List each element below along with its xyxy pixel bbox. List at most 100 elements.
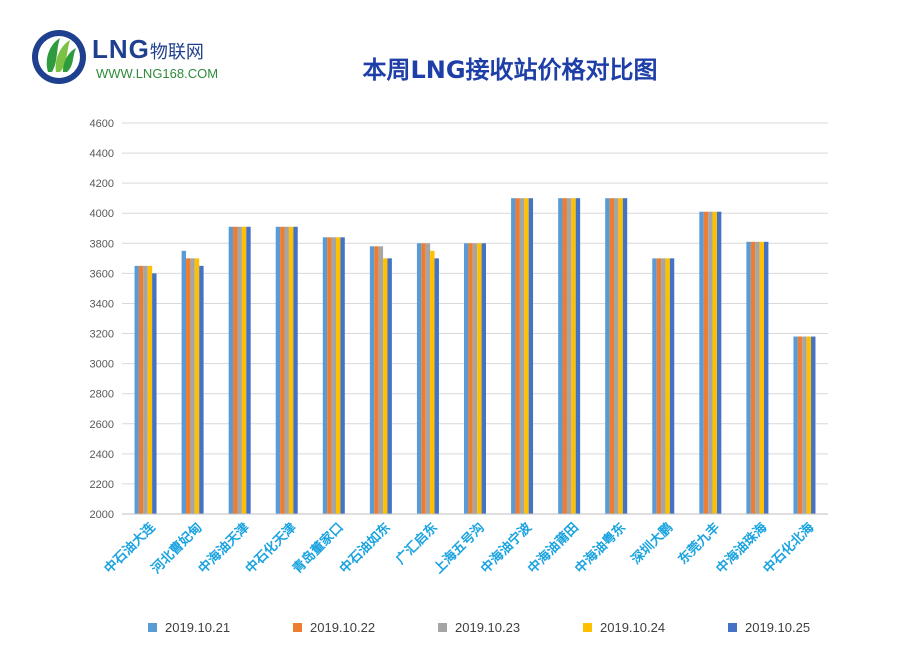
bar bbox=[802, 336, 807, 514]
bar bbox=[656, 258, 662, 514]
bar bbox=[528, 198, 534, 514]
bar bbox=[716, 211, 722, 514]
bar bbox=[186, 258, 191, 514]
bar bbox=[416, 243, 422, 515]
legend-item: 2019.10.22 bbox=[293, 620, 375, 635]
logo-brand-text: LNG bbox=[92, 34, 150, 64]
x-category-label: 中海油粤东 bbox=[572, 520, 629, 577]
bar bbox=[147, 265, 153, 514]
legend-swatch bbox=[583, 623, 592, 632]
bar bbox=[481, 243, 486, 515]
bar bbox=[430, 250, 435, 515]
bar bbox=[562, 198, 567, 514]
legend-item: 2019.10.25 bbox=[728, 620, 810, 635]
bar bbox=[194, 258, 200, 514]
bar bbox=[618, 198, 623, 514]
legend-item: 2019.10.23 bbox=[438, 620, 520, 635]
bar bbox=[669, 258, 675, 514]
bar bbox=[378, 246, 384, 515]
bar bbox=[434, 258, 439, 514]
bar bbox=[511, 198, 516, 514]
logo-brand: LNG物联网 bbox=[92, 34, 204, 65]
logo-brand-cn: 物联网 bbox=[149, 42, 204, 62]
bar bbox=[764, 241, 769, 515]
bar bbox=[665, 258, 670, 514]
bar bbox=[190, 258, 195, 514]
x-category-label: 东莞九丰 bbox=[675, 520, 723, 568]
y-tick-label: 3400 bbox=[90, 298, 114, 310]
y-tick-label: 4600 bbox=[90, 118, 114, 130]
y-tick-label: 3000 bbox=[90, 359, 114, 371]
legend-swatch bbox=[293, 623, 302, 632]
x-category-label: 中石油如东 bbox=[336, 520, 393, 577]
bar bbox=[421, 243, 426, 515]
bar bbox=[322, 237, 328, 515]
bar bbox=[750, 241, 756, 515]
y-tick-label: 2000 bbox=[90, 509, 114, 521]
bar bbox=[806, 336, 812, 514]
bar bbox=[614, 198, 619, 514]
bar bbox=[369, 246, 375, 515]
bar bbox=[519, 198, 525, 514]
bar bbox=[797, 336, 803, 514]
bar bbox=[275, 226, 281, 514]
y-tick-label: 3600 bbox=[90, 268, 114, 280]
bar bbox=[609, 198, 614, 514]
bar bbox=[605, 198, 610, 514]
chart-title: 本周LNG接收站价格对比图 bbox=[362, 56, 658, 84]
bar bbox=[708, 211, 713, 514]
x-category-label: 广汇启东 bbox=[393, 520, 441, 568]
bar bbox=[383, 258, 388, 514]
bar bbox=[712, 211, 717, 514]
y-tick-label: 3200 bbox=[90, 329, 114, 341]
bar bbox=[622, 198, 628, 514]
bar bbox=[755, 241, 760, 515]
legend-label: 2019.10.23 bbox=[455, 620, 521, 635]
x-category-label: 中石化北海 bbox=[760, 520, 817, 577]
legend-swatch bbox=[728, 623, 737, 632]
bar bbox=[425, 243, 431, 515]
bar bbox=[233, 226, 238, 514]
bar bbox=[515, 198, 520, 514]
bar bbox=[699, 211, 704, 514]
y-tick-label: 2600 bbox=[90, 419, 114, 431]
bar bbox=[138, 265, 144, 514]
logo-url: WWW.LNG168.COM bbox=[96, 66, 219, 81]
y-tick-label: 4200 bbox=[90, 178, 114, 190]
bar bbox=[746, 241, 751, 515]
bar bbox=[199, 265, 204, 514]
bar bbox=[327, 237, 332, 515]
chart-legend: 2019.10.21 2019.10.22 2019.10.23 2019.10.24… bbox=[0, 620, 900, 644]
bar bbox=[241, 226, 247, 514]
bar bbox=[340, 237, 345, 515]
logo: LNG物联网 WWW.LNG168.COM bbox=[30, 28, 260, 88]
bar bbox=[181, 250, 186, 515]
y-tick-label: 4400 bbox=[90, 148, 114, 160]
legend-item: 2019.10.21 bbox=[148, 620, 230, 635]
bar bbox=[558, 198, 563, 514]
bar bbox=[293, 226, 298, 514]
bar bbox=[374, 246, 379, 515]
bar bbox=[477, 243, 482, 515]
bar bbox=[571, 198, 576, 514]
bar bbox=[575, 198, 581, 514]
bar bbox=[524, 198, 529, 514]
bar bbox=[246, 226, 251, 514]
bar bbox=[793, 336, 798, 514]
bar bbox=[331, 237, 336, 515]
bar bbox=[703, 211, 709, 514]
legend-swatch bbox=[148, 623, 157, 632]
lng-leaf-logo-icon bbox=[32, 30, 86, 84]
y-tick-label: 2400 bbox=[90, 449, 114, 461]
bar bbox=[228, 226, 234, 514]
bar bbox=[811, 336, 816, 514]
y-tick-label: 4000 bbox=[90, 208, 114, 220]
legend-item: 2019.10.24 bbox=[583, 620, 665, 635]
bar bbox=[284, 226, 289, 514]
x-category-label: 深圳大鹏 bbox=[628, 520, 676, 568]
bar bbox=[143, 265, 148, 514]
bar bbox=[661, 258, 666, 514]
bar bbox=[280, 226, 285, 514]
bar bbox=[652, 258, 657, 514]
